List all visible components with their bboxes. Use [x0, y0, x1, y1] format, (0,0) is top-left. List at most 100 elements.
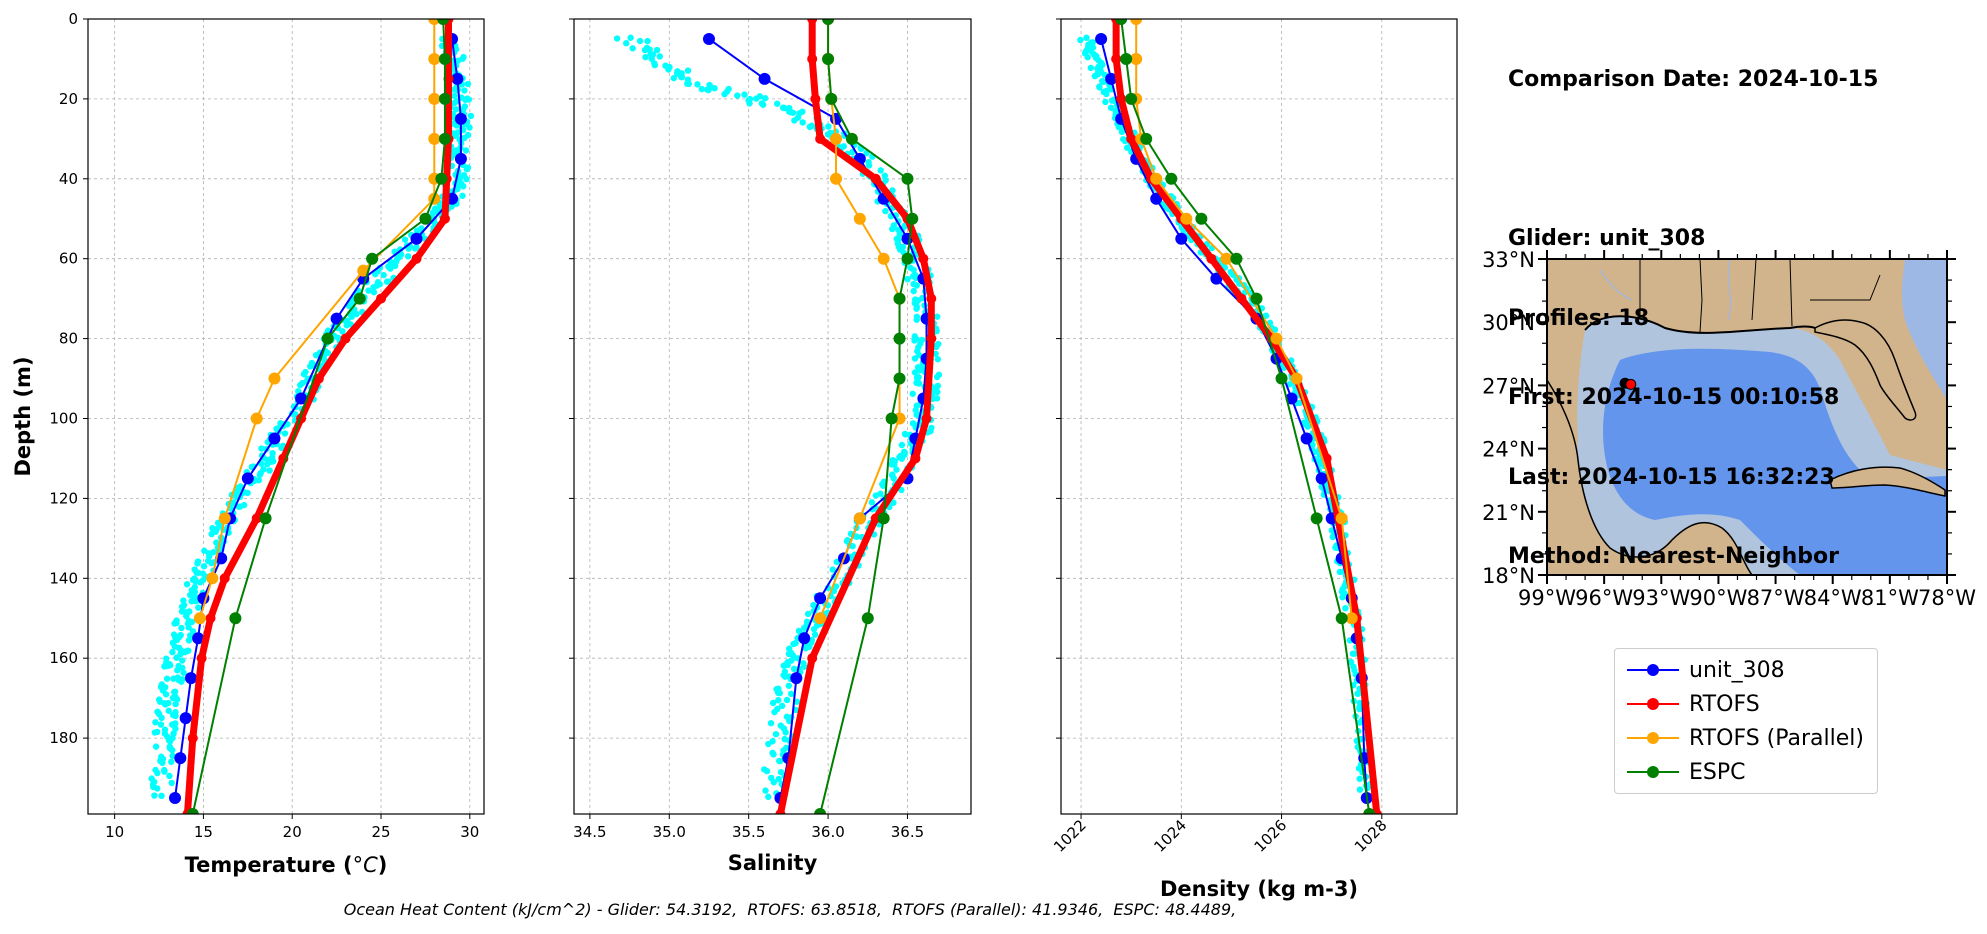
series-point-unit-308	[1105, 72, 1118, 85]
glider-profile-point	[172, 712, 179, 720]
x-tick-label: 25	[371, 823, 390, 841]
glider-profile-point	[153, 728, 161, 736]
x-tick-label: 10	[105, 823, 124, 841]
glider-profile-point	[173, 636, 181, 644]
series-point-rtofs-parallel	[1130, 19, 1143, 25]
glider-profile-point	[781, 104, 788, 112]
series-point-rtofs	[810, 93, 821, 104]
series-point-espc	[1230, 252, 1243, 265]
x-tick-label: 34.5	[573, 823, 606, 841]
map-lat-label: 30°N	[1482, 311, 1535, 335]
glider-profile-point	[466, 124, 473, 131]
atlantic-water	[1901, 259, 1947, 400]
series-point-espc	[822, 19, 835, 25]
legend-swatch	[1627, 762, 1679, 782]
glider-profile-point	[158, 714, 165, 722]
x-tick-label: 20	[283, 823, 302, 841]
x-tick-label: 36.5	[891, 823, 924, 841]
chart-panel-3: 1022 1024 1026 1028 Density (kg m-3)	[1050, 18, 1458, 901]
series-point-rtofs-parallel	[193, 612, 206, 625]
series-point-rtofs-parallel	[268, 372, 281, 385]
series-point-espc	[353, 292, 366, 305]
legend-item-rtofs-parallel: RTOFS (Parallel)	[1627, 723, 1864, 753]
glider-profile-point	[629, 45, 636, 52]
series-point-rtofs	[815, 133, 826, 144]
glider-profile-point	[1115, 123, 1122, 131]
glider-profile-point	[168, 779, 175, 787]
glider-profile-point	[912, 274, 919, 282]
series-point-unit-308	[1175, 232, 1188, 245]
map-lon-label: 81°W	[1861, 586, 1919, 610]
glider-profile-point	[810, 625, 818, 633]
series-point-rtofs	[411, 253, 422, 264]
profile-count: Profiles: 18	[1508, 305, 1650, 331]
series-point-espc	[1310, 512, 1323, 525]
glider-profile-point	[343, 322, 350, 329]
series-point-rtofs-parallel	[428, 132, 441, 145]
series-point-espc	[438, 92, 451, 105]
glider-profile-point	[454, 185, 461, 193]
series-point-rtofs	[1111, 53, 1122, 64]
glider-profile-point	[463, 165, 470, 173]
glider-profile-point	[879, 482, 887, 489]
y-tick-label: 180	[49, 729, 78, 747]
series-point-espc	[321, 332, 334, 345]
glider-profile-point	[169, 746, 176, 754]
x-tick-label: 15	[194, 823, 213, 841]
glider-profile-point	[775, 696, 782, 704]
glider-profile-point	[746, 100, 753, 107]
series-point-unit-308	[169, 792, 182, 805]
glider-profile-point	[910, 266, 917, 274]
glider-profile-point	[370, 284, 377, 291]
series-point-espc	[822, 52, 835, 65]
glider-profile-point	[800, 624, 808, 632]
series-line-rtofs-parallel	[198, 19, 436, 619]
glider-profile-point	[704, 86, 711, 93]
series-point-rtofs-parallel	[218, 512, 231, 525]
series-point-rtofs-parallel	[1150, 172, 1163, 185]
glider-profile-point	[783, 696, 791, 704]
glider-profile-point	[169, 648, 176, 656]
glider-profile-point	[467, 112, 475, 120]
glider-profile-point	[787, 109, 795, 116]
glider-profile-point	[281, 430, 289, 437]
series-point-unit-308	[268, 432, 281, 445]
series-point-espc	[438, 52, 451, 65]
x-tick-label: 35.0	[653, 823, 686, 841]
glider-profile-point	[913, 282, 920, 289]
glider-profile-point	[1329, 533, 1336, 541]
glider-profile-point	[460, 53, 467, 61]
map-lon-label: 96°W	[1575, 586, 1633, 610]
first-time: First: 2024-10-15 00:10:58	[1508, 385, 1840, 410]
series-point-rtofs-parallel	[814, 612, 827, 625]
series-line-espc	[191, 19, 446, 814]
glider-profile-point	[868, 499, 876, 506]
series-point-unit-308	[1210, 272, 1223, 285]
glider-profile-point	[770, 751, 777, 758]
glider-profile-point	[208, 559, 215, 567]
glider-profile-point	[179, 603, 187, 610]
glider-profile-point	[758, 100, 766, 107]
glider-profile-point	[1089, 44, 1097, 51]
plot-area	[148, 19, 475, 814]
series-point-espc	[437, 19, 450, 25]
legend-swatch	[1627, 728, 1679, 748]
series-point-unit-308	[790, 672, 803, 685]
glider-profile-point	[896, 231, 903, 238]
y-tick-label: 0	[68, 10, 78, 28]
series-point-rtofs	[340, 333, 351, 344]
glider-profile-point	[178, 624, 185, 632]
y-tick-label: 100	[49, 409, 78, 427]
glider-profile-point	[161, 663, 168, 670]
glider-profile-point	[918, 363, 925, 371]
glider-profile-point	[432, 208, 439, 215]
glider-profile-point	[808, 636, 816, 644]
series-point-espc	[1120, 52, 1133, 65]
glider-profile-point	[183, 581, 191, 588]
series-point-rtofs-parallel	[1130, 52, 1143, 65]
series-point-unit-308	[241, 472, 254, 485]
glider-profile-point	[1107, 104, 1115, 111]
series-point-rtofs-parallel	[1335, 512, 1348, 525]
series-point-espc	[1165, 172, 1178, 185]
glider-profile-point	[769, 699, 777, 707]
